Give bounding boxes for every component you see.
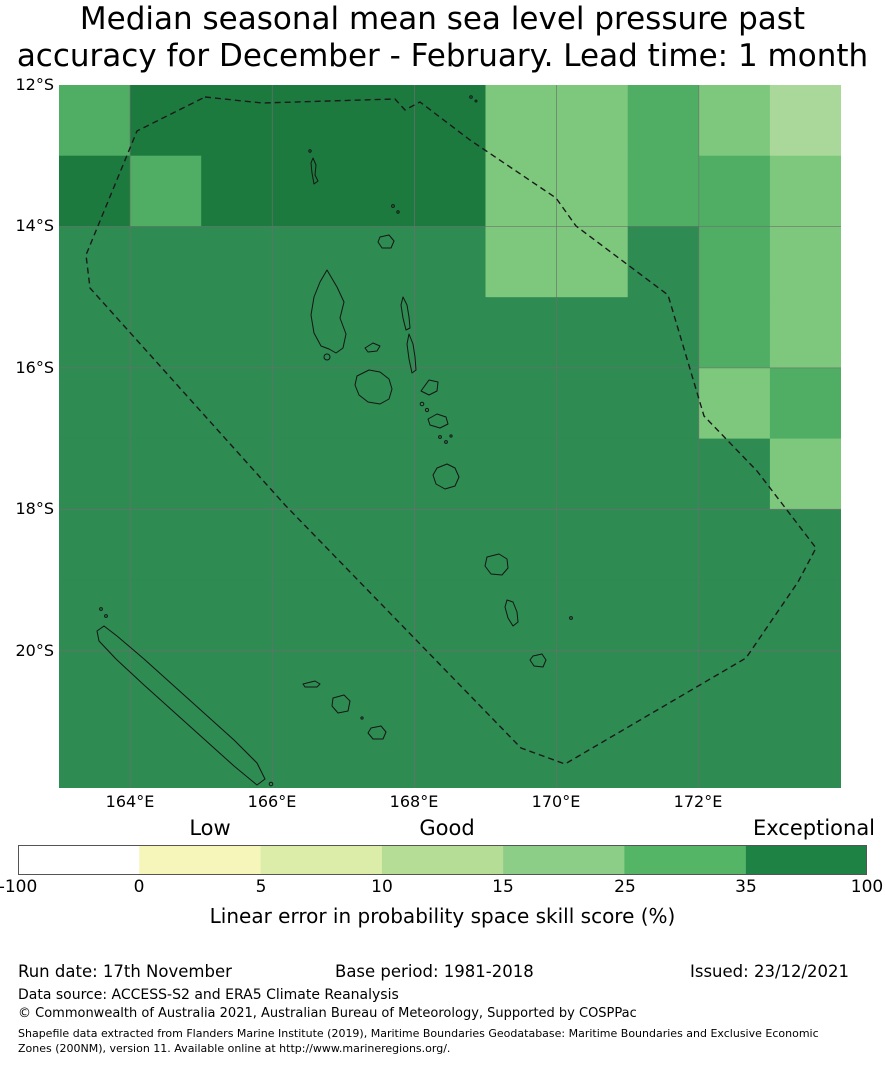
x-tick-168e: 168°E xyxy=(389,792,439,811)
issued-date: Issued: 23/12/2021 xyxy=(690,962,850,981)
shapefile-note: Shapefile data extracted from Flanders M… xyxy=(18,1027,819,1056)
copyright-line: © Commonwealth of Australia 2021, Austra… xyxy=(18,1006,637,1021)
colorbar-segment xyxy=(745,845,867,875)
colorbar-tick: -100 xyxy=(0,877,38,897)
colorbar-tick: 35 xyxy=(735,877,757,897)
colorbar-segment xyxy=(260,845,382,875)
y-tick-14s: 14°S xyxy=(15,216,54,235)
eez-boundary xyxy=(85,96,817,765)
x-tick-170e: 170°E xyxy=(531,792,581,811)
colorbar-segment xyxy=(381,845,504,875)
legend-label-low: Low xyxy=(189,816,231,840)
colorbar xyxy=(18,845,867,875)
colorbar-tick: 5 xyxy=(255,877,267,897)
colorbar-segment xyxy=(139,845,261,875)
skill-grid-cells xyxy=(59,85,841,788)
y-tick-16s: 16°S xyxy=(15,358,54,377)
data-source: Data source: ACCESS-S2 and ERA5 Climate … xyxy=(18,987,399,1003)
y-tick-12s: 12°S xyxy=(15,75,54,94)
y-tick-18s: 18°S xyxy=(15,499,54,518)
island-outlines xyxy=(96,95,573,787)
run-date: Run date: 17th November xyxy=(18,962,232,981)
legend-label-good: Good xyxy=(419,816,475,840)
colorbar-segment xyxy=(624,845,746,875)
legend-label-exceptional: Exceptional xyxy=(752,816,876,840)
figure-title-line1: Median seasonal mean sea level pressure … xyxy=(79,1,806,37)
y-tick-20s: 20°S xyxy=(15,641,54,660)
colorbar-tick: 25 xyxy=(614,877,636,897)
map-gridlines xyxy=(59,85,841,788)
x-tick-164e: 164°E xyxy=(105,792,155,811)
colorbar-tick: 10 xyxy=(371,877,393,897)
colorbar-caption: Linear error in probability space skill … xyxy=(209,904,676,928)
colorbar-segment xyxy=(503,845,625,875)
colorbar-frame xyxy=(18,845,867,875)
colorbar-tick: 100 xyxy=(850,877,884,897)
colorbar-tick: 15 xyxy=(492,877,514,897)
x-tick-172e: 172°E xyxy=(673,792,723,811)
x-tick-166e: 166°E xyxy=(247,792,297,811)
figure-title-line2: accuracy for December - February. Lead t… xyxy=(16,38,869,74)
colorbar-tick: 0 xyxy=(133,877,145,897)
base-period: Base period: 1981-2018 xyxy=(335,962,534,981)
colorbar-segment xyxy=(18,845,140,875)
skill-score-map xyxy=(59,85,841,788)
